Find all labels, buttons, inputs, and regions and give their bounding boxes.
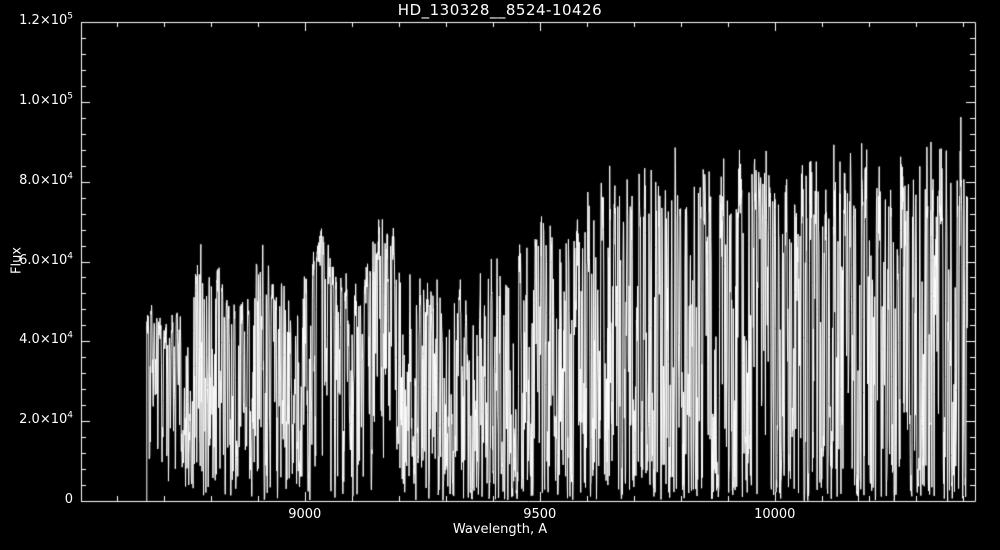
spectrum-plot-canvas [0, 0, 1000, 550]
spectrum-plot-figure: HD_130328__8524-10426 Wavelength, A Flux… [0, 0, 1000, 550]
